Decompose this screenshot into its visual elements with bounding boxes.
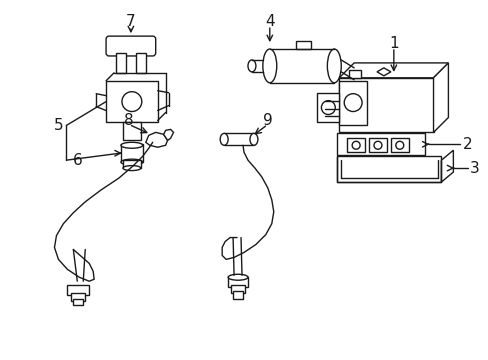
Text: 6: 6 bbox=[73, 153, 83, 168]
Bar bbox=[224, 133, 253, 145]
Bar bbox=[121, 144, 142, 162]
Bar bbox=[339, 78, 433, 132]
Ellipse shape bbox=[121, 159, 142, 165]
Bar bbox=[295, 41, 311, 49]
Bar bbox=[106, 81, 157, 122]
Ellipse shape bbox=[349, 68, 358, 80]
Bar bbox=[348, 70, 360, 78]
Bar bbox=[339, 81, 366, 125]
Text: 8: 8 bbox=[124, 113, 133, 128]
Polygon shape bbox=[376, 68, 390, 76]
Ellipse shape bbox=[247, 60, 255, 72]
Bar bbox=[231, 285, 244, 293]
Polygon shape bbox=[163, 129, 173, 140]
Circle shape bbox=[395, 141, 403, 149]
Bar bbox=[228, 277, 247, 287]
Bar bbox=[337, 133, 424, 155]
Bar bbox=[122, 160, 141, 168]
Bar bbox=[346, 138, 365, 152]
Text: 4: 4 bbox=[264, 14, 274, 29]
Ellipse shape bbox=[326, 49, 341, 83]
Text: 7: 7 bbox=[126, 14, 135, 29]
Text: 9: 9 bbox=[263, 113, 272, 128]
Bar bbox=[71, 293, 85, 301]
Ellipse shape bbox=[220, 133, 228, 145]
Ellipse shape bbox=[122, 166, 141, 171]
Polygon shape bbox=[433, 63, 447, 132]
Polygon shape bbox=[339, 63, 447, 78]
Bar bbox=[136, 53, 145, 73]
Text: 2: 2 bbox=[462, 137, 472, 152]
Polygon shape bbox=[441, 150, 452, 182]
Ellipse shape bbox=[121, 142, 142, 148]
Bar bbox=[233, 291, 243, 299]
Ellipse shape bbox=[263, 49, 276, 83]
Circle shape bbox=[351, 141, 359, 149]
Circle shape bbox=[122, 92, 142, 112]
Bar bbox=[116, 53, 126, 73]
Circle shape bbox=[344, 94, 361, 112]
Ellipse shape bbox=[249, 133, 257, 145]
Text: 5: 5 bbox=[53, 118, 63, 133]
Bar bbox=[122, 122, 141, 140]
Ellipse shape bbox=[228, 274, 247, 280]
Text: 3: 3 bbox=[469, 161, 479, 176]
Bar bbox=[337, 156, 441, 182]
Bar bbox=[317, 93, 339, 122]
Bar bbox=[368, 138, 386, 152]
Text: 1: 1 bbox=[388, 36, 398, 50]
Circle shape bbox=[373, 141, 381, 149]
FancyBboxPatch shape bbox=[106, 36, 155, 56]
Circle shape bbox=[321, 100, 335, 114]
Polygon shape bbox=[145, 132, 167, 147]
Bar bbox=[67, 285, 89, 295]
Bar bbox=[390, 138, 408, 152]
Bar bbox=[73, 299, 83, 305]
